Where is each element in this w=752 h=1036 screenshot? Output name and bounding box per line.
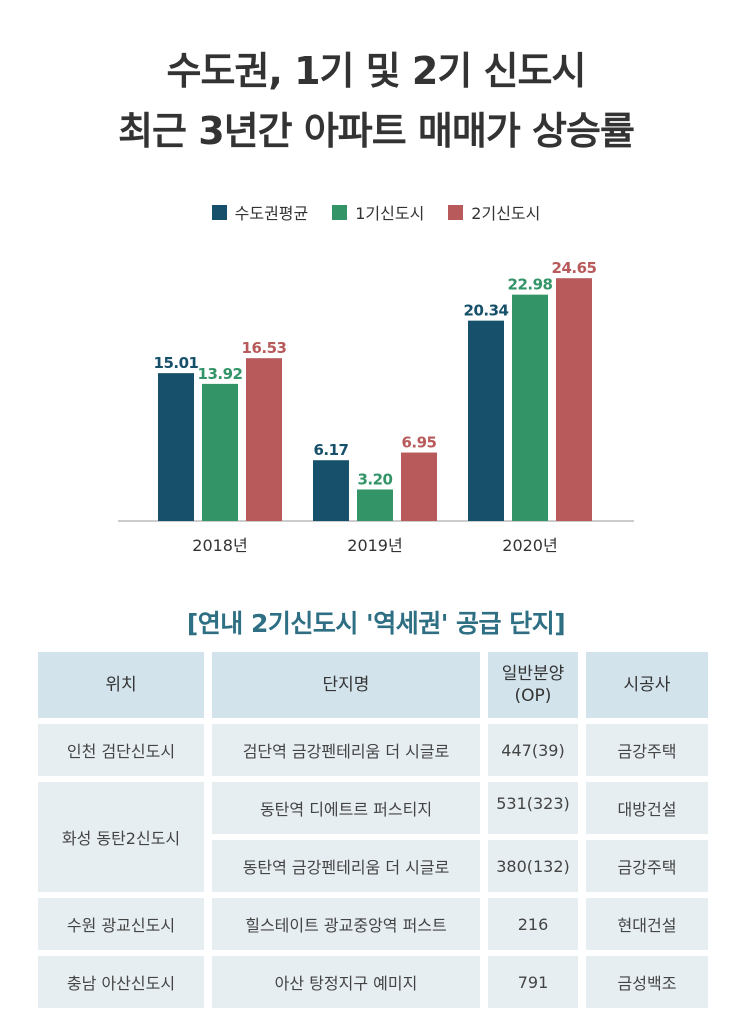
data-label: 24.65: [552, 259, 597, 277]
header-complex: 단지명: [212, 652, 480, 718]
cell-complex: 동탄역 디에트르 퍼스티지: [212, 782, 480, 834]
cell-complex: 아산 탕정지구 예미지: [212, 956, 480, 1008]
data-label: 20.34: [464, 302, 509, 320]
table-row: 화성 동탄2신도시 동탄역 디에트르 퍼스티지 531(323) 대방건설: [38, 782, 708, 834]
cell-complex: 검단역 금강펜테리움 더 시글로: [212, 724, 480, 776]
cell-complex: 힐스테이트 광교중앙역 퍼스트: [212, 898, 480, 950]
legend-item-capital: 수도권평균: [212, 200, 309, 224]
cell-units: 791: [488, 956, 578, 1008]
header-units-line2: (OP): [515, 686, 552, 706]
cell-units: 447(39): [488, 724, 578, 776]
x-tick-label: 2019년: [347, 536, 402, 555]
cell-units: 380(132): [488, 840, 578, 892]
data-label: 22.98: [508, 276, 553, 294]
legend-item-gen1: 1기신도시: [332, 200, 424, 224]
data-label: 16.53: [242, 339, 287, 357]
data-label: 15.01: [154, 354, 199, 372]
table-row: 인천 검단신도시 검단역 금강펜테리움 더 시글로 447(39) 금강주택: [38, 724, 708, 776]
cell-units: 531(323): [488, 782, 578, 834]
cell-builder: 대방건설: [586, 782, 708, 834]
chart-title-line2: 최근 3년간 아파트 매매가 상승률: [0, 100, 752, 155]
cell-builder: 금강주택: [586, 840, 708, 892]
data-label: 6.17: [313, 441, 348, 459]
cell-location: 인천 검단신도시: [38, 724, 204, 776]
header-units: 일반분양 (OP): [488, 652, 578, 718]
data-label: 3.20: [357, 470, 392, 488]
table-header-row: 위치 단지명 일반분양 (OP) 시공사: [38, 652, 708, 718]
legend-swatch: [332, 205, 347, 220]
cell-builder: 현대건설: [586, 898, 708, 950]
bar-2018년-1기신도시: [202, 384, 238, 521]
data-label: 13.92: [198, 365, 243, 383]
cell-location: 충남 아산신도시: [38, 956, 204, 1008]
x-tick-label: 2020년: [502, 536, 557, 555]
legend-item-gen2: 2기신도시: [448, 200, 540, 224]
legend-swatch: [212, 205, 227, 220]
supply-table: 위치 단지명 일반분양 (OP) 시공사 인천 검단신도시 검단역 금강펜테리움…: [30, 646, 716, 1014]
bar-2020년-수도권평균: [468, 321, 504, 521]
legend-swatch: [448, 205, 463, 220]
bar-2019년-1기신도시: [357, 489, 393, 521]
cell-builder: 금성백조: [586, 956, 708, 1008]
legend-label: 2기신도시: [471, 200, 540, 224]
legend-label: 수도권평균: [235, 200, 309, 224]
header-builder: 시공사: [586, 652, 708, 718]
cell-builder: 금강주택: [586, 724, 708, 776]
chart-legend: 수도권평균 1기신도시 2기신도시: [0, 200, 752, 224]
legend-label: 1기신도시: [355, 200, 424, 224]
x-tick-label: 2018년: [192, 536, 247, 555]
table-title: [연내 2기신도시 '역세권' 공급 단지]: [0, 604, 752, 640]
data-label: 6.95: [401, 434, 436, 452]
header-location: 위치: [38, 652, 204, 718]
cell-complex: 동탄역 금강펜테리움 더 시글로: [212, 840, 480, 892]
bar-2020년-2기신도시: [556, 278, 592, 521]
cell-units: 216: [488, 898, 578, 950]
table-row: 수원 광교신도시 힐스테이트 광교중앙역 퍼스트 216 현대건설: [38, 898, 708, 950]
bar-2019년-2기신도시: [401, 453, 437, 521]
bar-2019년-수도권평균: [313, 460, 349, 521]
table-row: 충남 아산신도시 아산 탕정지구 예미지 791 금성백조: [38, 956, 708, 1008]
chart-title-line1: 수도권, 1기 및 2기 신도시: [0, 40, 752, 95]
bar-2018년-수도권평균: [158, 373, 194, 521]
bar-2018년-2기신도시: [246, 358, 282, 521]
header-units-line1: 일반분양: [502, 664, 565, 684]
cell-location: 화성 동탄2신도시: [38, 782, 204, 892]
cell-location: 수원 광교신도시: [38, 898, 204, 950]
bar-2020년-1기신도시: [512, 295, 548, 521]
